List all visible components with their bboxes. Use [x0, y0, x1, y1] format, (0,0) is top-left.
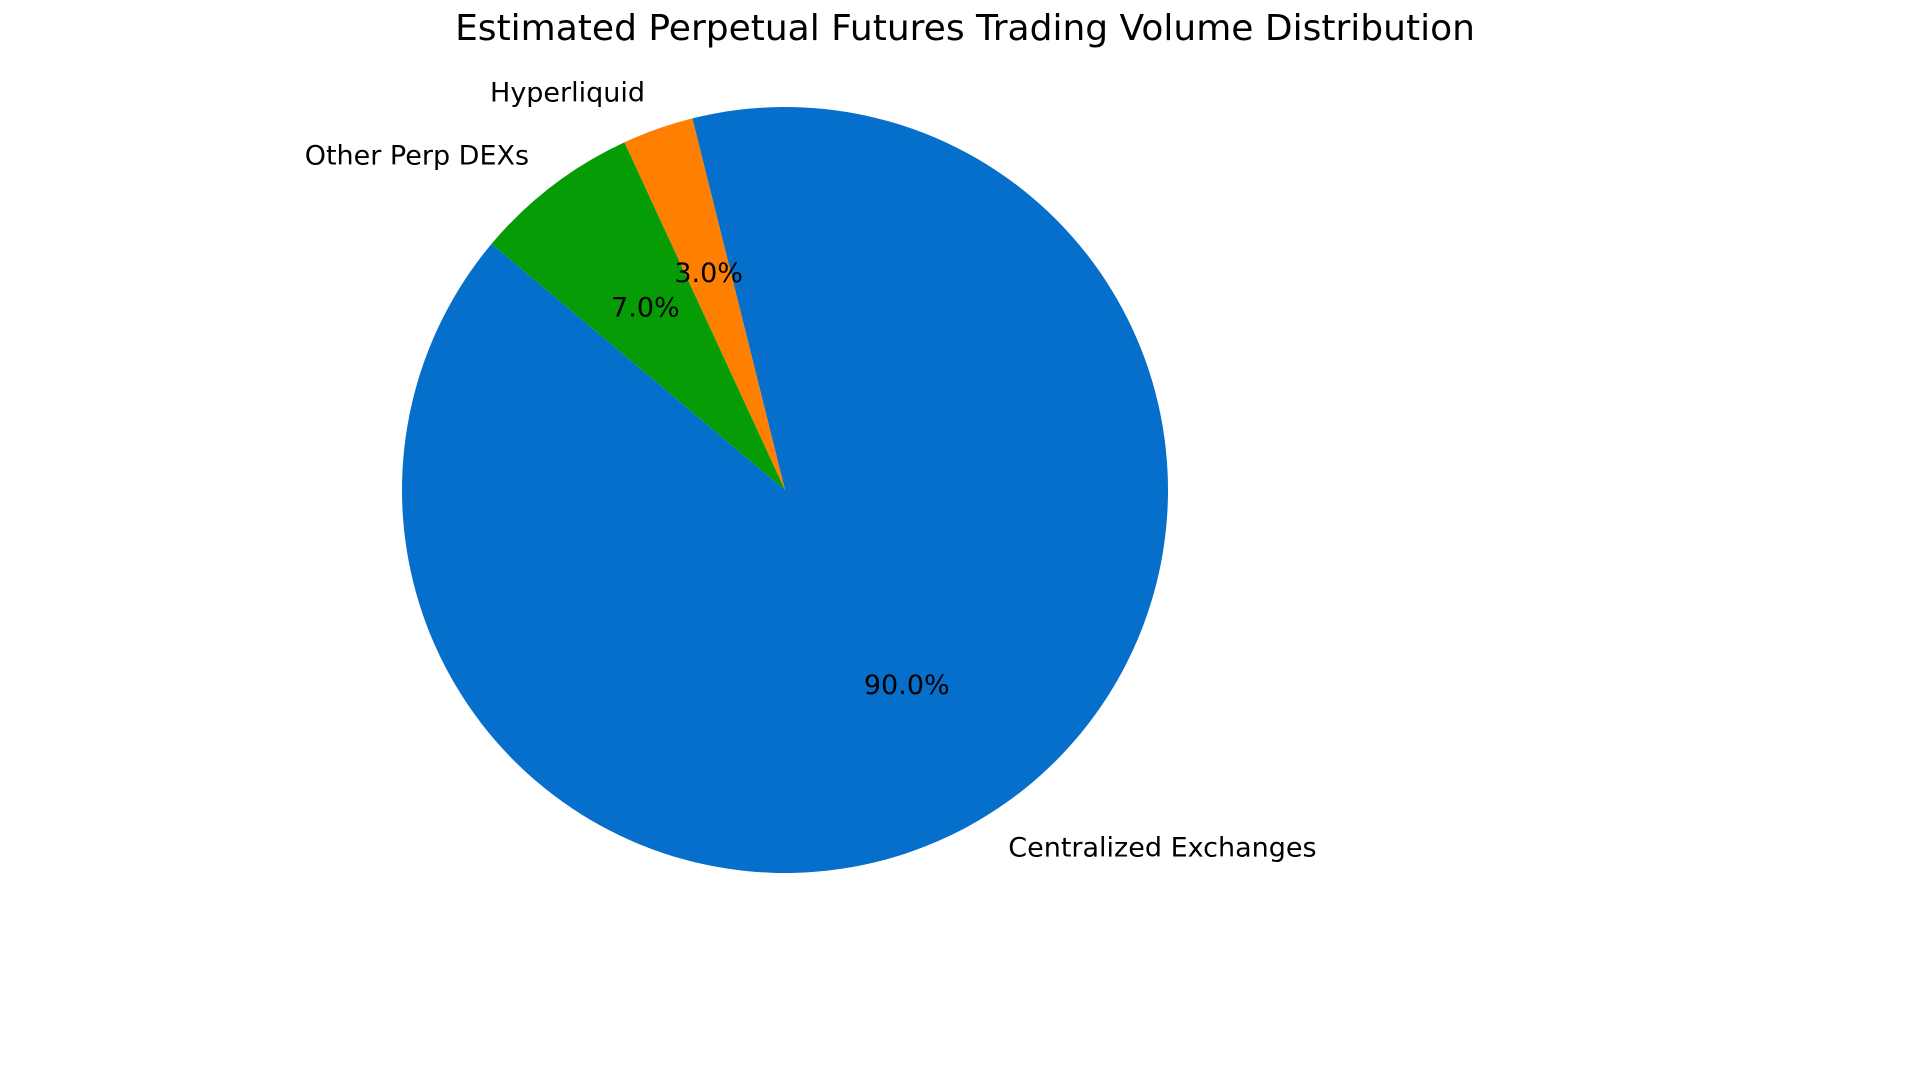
chart-title: Estimated Perpetual Futures Trading Volu… — [455, 8, 1475, 49]
slice-percentage: 3.0% — [674, 258, 743, 289]
pie-slice-other-perp-dexs — [491, 142, 785, 490]
slice-percentage: 7.0% — [611, 292, 680, 323]
slice-label: Centralized Exchanges — [1008, 832, 1316, 863]
pie-labels: Centralized Exchanges 90.0% Hyperliquid 3.0… — [305, 78, 1317, 864]
slice-percentage: 90.0% — [864, 670, 950, 701]
slice-label: Hyperliquid — [490, 78, 645, 109]
pie-slice-centralized-exchanges — [401, 107, 1168, 874]
pie-slices — [401, 107, 1168, 874]
slice-label: Other Perp DEXs — [305, 140, 529, 171]
pie-slice-hyperliquid — [624, 118, 785, 490]
